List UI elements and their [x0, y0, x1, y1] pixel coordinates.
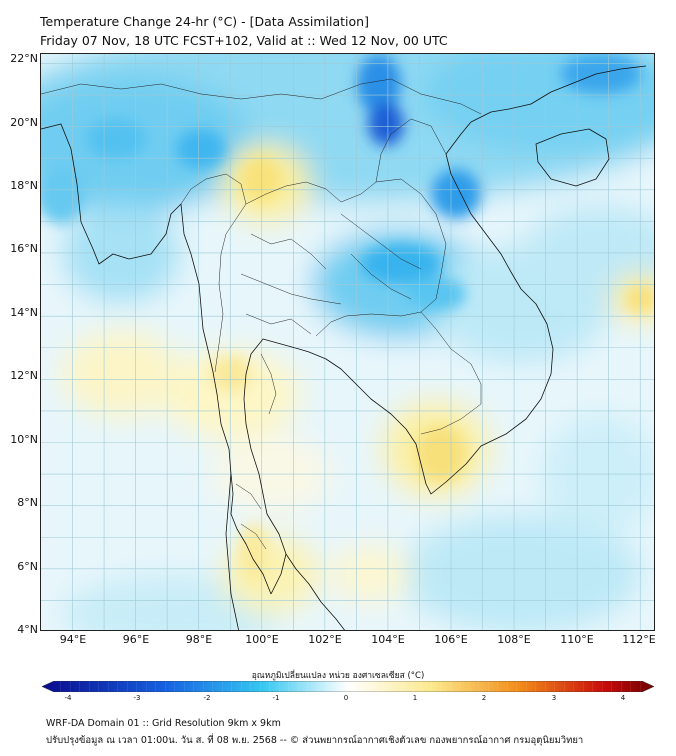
graticule: [41, 54, 654, 630]
colorbar-tick-4: 4: [620, 694, 626, 702]
lat-label-12n: 12°N: [10, 369, 38, 382]
lat-label-10n: 10°N: [10, 433, 38, 446]
lon-label-104e: 104°E: [371, 633, 405, 646]
lon-label-94e: 94°E: [59, 633, 87, 646]
colorbar-tick-2: 2: [481, 694, 487, 702]
map-title: Temperature Change 24-hr (°C) - [Data As…: [40, 12, 448, 50]
borders: [41, 78, 482, 550]
title-line-2: Friday 07 Nov, 18 UTC FCST+102, Valid at…: [40, 33, 448, 48]
footer-model-info: WRF-DA Domain 01 :: Grid Resolution 9km …: [46, 718, 281, 729]
title-line-1: Temperature Change 24-hr (°C) - [Data As…: [40, 14, 369, 29]
lon-label-112e: 112°E: [622, 633, 656, 646]
colorbar-tick-1: 1: [412, 694, 418, 702]
lon-label-98e: 98°E: [185, 633, 213, 646]
colorbar-caption: อุณหภูมิเปลี่ยนแปลง หน่วย องศาเซลเซียส (…: [251, 671, 425, 681]
lon-label-110e: 110°E: [560, 633, 594, 646]
lat-label-14n: 14°N: [10, 306, 38, 319]
colorbar-tick-3: 3: [551, 694, 557, 702]
lon-label-108e: 108°E: [497, 633, 531, 646]
cold-centers: [41, 54, 641, 312]
colorbar-tick-m4: -4: [64, 694, 72, 702]
lat-label-8n: 8°N: [17, 496, 38, 509]
lon-label-102e: 102°E: [308, 633, 342, 646]
lat-label-22n: 22°N: [10, 52, 38, 65]
colorbar-tick-m2: -2: [203, 694, 211, 702]
lon-label-96e: 96°E: [122, 633, 150, 646]
coastlines: [41, 65, 647, 630]
lat-label-20n: 20°N: [10, 116, 38, 129]
colorbar: [42, 681, 654, 692]
lat-label-18n: 18°N: [10, 179, 38, 192]
colorbar-tick-0: 0: [343, 694, 349, 702]
field-shading: [41, 54, 654, 630]
lat-label-16n: 16°N: [10, 242, 38, 255]
map-canvas: [41, 54, 654, 630]
lat-label-6n: 6°N: [17, 560, 38, 573]
colorbar-tick-m3: -3: [133, 694, 141, 702]
lon-label-100e: 100°E: [245, 633, 279, 646]
lat-label-4n: 4°N: [17, 623, 38, 636]
lon-label-106e: 106°E: [434, 633, 468, 646]
temperature-change-map[interactable]: [40, 53, 655, 631]
footer-credit: ปรับปรุงข้อมูล ณ เวลา 01:00น. วัน ส. ที่…: [46, 735, 584, 746]
colorbar-tick-m1: -1: [272, 694, 280, 702]
